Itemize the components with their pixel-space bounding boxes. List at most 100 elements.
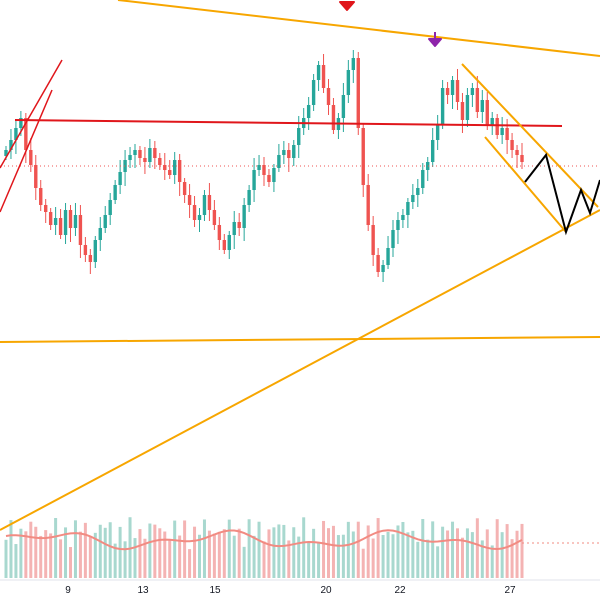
volume-bar [490,545,494,578]
candle-body [138,150,142,158]
candle-body [73,215,78,228]
candle-body [262,165,266,175]
left-channel-line-upper [0,59,63,169]
candle-body [376,255,380,272]
candle-layer [4,50,524,282]
candle-body [103,215,107,228]
candle-body [306,105,311,118]
x-tick-label: 20 [320,585,332,596]
volume-bar [148,523,152,578]
volume-bar [366,525,370,578]
volume-bar [217,531,221,578]
candle-body [237,222,241,228]
candle-body [143,158,147,162]
candle-body [435,125,440,140]
volume-bar [108,522,112,578]
volume-bar [341,534,345,578]
volume-bar [19,528,23,578]
candle-body [465,95,470,120]
volume-bar [500,532,504,578]
candle-body [247,190,251,205]
candle-body [341,95,346,118]
volume-bar [212,533,216,578]
volume-bar [470,532,474,578]
volume-bar [173,520,177,578]
channel-upper-line [461,63,599,208]
candle-body [212,210,217,225]
volume-bar [411,530,415,578]
candle-body [510,140,514,150]
candle-body [39,188,43,205]
volume-bar [441,526,445,578]
candle-body [411,195,415,202]
volume-bar [312,528,316,578]
drawing-layer [0,0,600,531]
volume-bar [103,527,107,578]
second-arrow-marker [428,38,442,47]
candle-body [356,58,360,128]
candle-body [361,128,365,185]
candle-body [520,155,524,162]
volume-bar [297,536,301,578]
volume-bar [9,520,13,578]
volume-bar [307,542,311,578]
candle-body [371,225,375,255]
candle-body [351,58,356,70]
volume-layer [4,517,600,578]
volume-bar [202,519,206,578]
volume-bar [460,537,464,578]
candle-body [177,160,182,182]
volume-bar [64,527,68,578]
channel-lower-line [484,136,567,233]
volume-bar [153,524,157,578]
candle-body [98,228,102,240]
candle-body [490,118,494,125]
candle-body [386,248,390,265]
candle-body [197,215,202,220]
candle-body [182,182,187,195]
candle-body [495,118,499,135]
candle-body [93,240,98,262]
candle-body [118,172,122,185]
candle-body [83,245,88,255]
zigzag-projection [524,152,600,236]
volume-bar [480,540,484,578]
volume-bar [317,541,321,578]
candle-body [232,222,236,235]
candle-body [88,255,93,262]
volume-bar [391,534,395,578]
candle-body [48,212,53,225]
volume-bar [381,535,385,578]
candle-body [217,225,222,240]
candle-body [9,140,13,150]
candle-body [292,145,296,158]
top-arrow-marker [339,1,355,11]
candle-body [68,210,73,228]
volume-bar [431,521,435,578]
volume-bar [133,538,137,578]
candle-body [257,165,261,170]
volume-bar [322,520,326,578]
candle-body [311,80,316,105]
horizontal-support-line [0,336,600,343]
falling-trendline [117,0,600,57]
volume-bar [44,530,48,578]
volume-bar [356,521,360,578]
volume-bar [371,538,375,578]
candle-body [406,202,410,215]
volume-bar [34,526,38,578]
volume-bar [252,535,256,578]
candle-body [168,170,172,175]
candle-body [267,175,271,182]
x-tick-label: 13 [137,585,149,596]
volume-bar [4,539,8,578]
volume-bar [178,535,182,578]
candle-body [53,218,58,225]
candle-body [227,235,231,250]
volume-bar [331,525,335,578]
candle-body [316,65,321,80]
candle-body [24,118,28,150]
candle-body [187,195,192,205]
candle-body [287,150,291,158]
